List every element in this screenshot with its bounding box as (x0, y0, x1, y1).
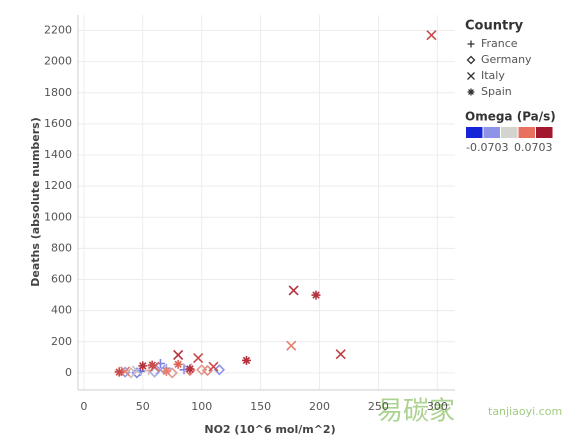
legend-label: France (481, 37, 518, 50)
data-point (426, 30, 437, 41)
color-swatch (466, 127, 483, 138)
data-point (155, 364, 166, 375)
data-point (161, 366, 171, 376)
data-point (125, 367, 137, 379)
x-tick-label: 250 (368, 400, 389, 413)
x-tick-label: 0 (80, 400, 87, 413)
color-legend-title: Omega (Pa/s) (465, 110, 556, 124)
legend-label: Spain (481, 85, 512, 98)
y-tick-label: 1400 (44, 148, 72, 161)
x-tick-label: 100 (191, 400, 212, 413)
data-point (286, 340, 297, 351)
y-tick-label: 1200 (44, 179, 72, 192)
color-swatch (518, 127, 535, 138)
y-tick-label: 1800 (44, 86, 72, 99)
legend-marker (467, 88, 475, 96)
legend-label: Italy (481, 69, 505, 82)
y-tick-label: 1600 (44, 117, 72, 130)
y-tick-label: 400 (51, 304, 72, 317)
x-tick-label: 150 (250, 400, 271, 413)
color-min-label: -0.0703 (466, 141, 508, 154)
data-point (311, 290, 321, 300)
y-tick-label: 600 (51, 273, 72, 286)
data-point (213, 364, 226, 376)
data-point (138, 361, 148, 371)
x-tick-label: 300 (427, 400, 448, 413)
y-tick-label: 2000 (44, 55, 72, 68)
y-tick-label: 0 (65, 366, 72, 379)
color-swatch (483, 127, 500, 138)
color-swatch (501, 127, 518, 138)
legend-marker (466, 55, 476, 65)
data-point (173, 349, 184, 361)
x-tick-label: 200 (309, 400, 330, 413)
data-point (131, 365, 142, 376)
data-point (208, 361, 219, 372)
data-point (147, 360, 157, 370)
data-point (114, 367, 124, 377)
y-tick-label: 2200 (44, 24, 72, 37)
data-point (173, 359, 183, 369)
data-point (241, 355, 251, 365)
color-swatch (536, 127, 553, 138)
x-tick-label: 50 (136, 400, 150, 413)
x-axis-title: NO2 (10^6 mol/m^2) (204, 423, 335, 436)
data-point (335, 349, 346, 360)
watermark-url: tanjiaoyi.com (488, 405, 562, 418)
data-point (288, 285, 299, 296)
legend-marker (467, 72, 475, 80)
y-tick-label: 1000 (44, 210, 72, 223)
y-tick-label: 800 (51, 241, 72, 254)
data-point (193, 353, 204, 364)
watermark: 易碳家 (377, 397, 455, 427)
color-max-label: 0.0703 (514, 141, 553, 154)
legend-title: Country (465, 19, 524, 34)
legend-label: Germany (481, 53, 532, 66)
y-axis-title: Deaths (absolute numbers) (29, 117, 42, 287)
legend-marker (467, 40, 475, 48)
y-tick-label: 200 (51, 335, 72, 348)
data-point (185, 364, 195, 374)
